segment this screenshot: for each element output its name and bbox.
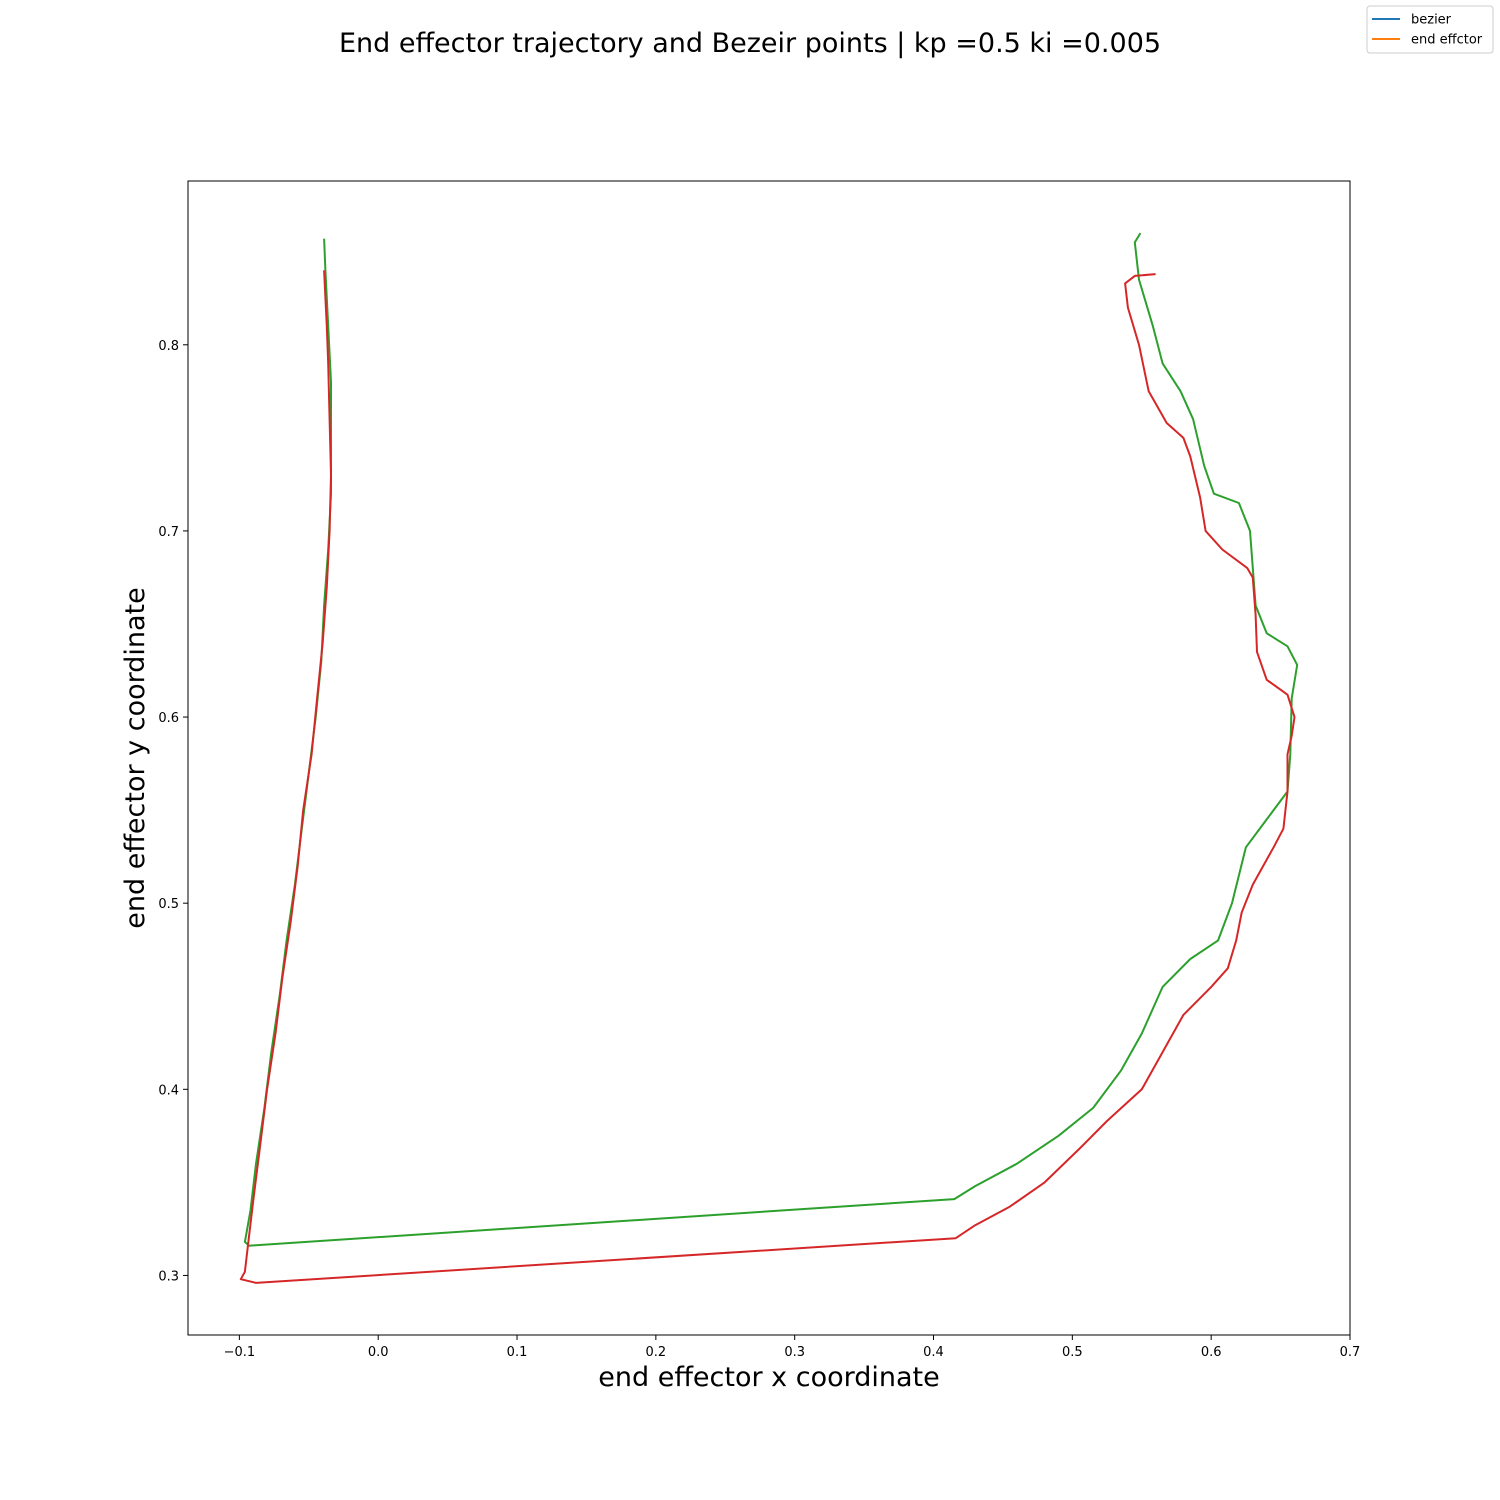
x-tick-label: 0.1 xyxy=(507,1345,528,1360)
plot-area: −0.1 0.0 0.1 0.2 0.3 0.4 0.5 0.6 0.7 0.30.40.50.… xyxy=(158,180,1361,1360)
x-tick-label: 0.6 xyxy=(1201,1345,1222,1360)
chart-title: End effector trajectory and Bezeir point… xyxy=(339,28,1161,59)
x-tick-label: −0.1 xyxy=(224,1345,256,1360)
axes-frame xyxy=(187,180,1351,1336)
x-tick-label: 0.7 xyxy=(1340,1345,1361,1360)
x-tick-label: 0.0 xyxy=(368,1345,389,1360)
y-tick-label: 0.3 xyxy=(158,1269,179,1284)
trajectory-line-1 xyxy=(239,270,1296,1284)
y-tick-label: 0.4 xyxy=(158,1083,179,1098)
x-tick-label: 0.5 xyxy=(1062,1345,1083,1360)
y-tick-label: 0.7 xyxy=(158,525,179,540)
x-tick-label: 0.2 xyxy=(646,1345,667,1360)
series-layer xyxy=(239,232,1299,1284)
y-tick-label: 0.8 xyxy=(158,339,179,354)
y-tick-label: 0.5 xyxy=(158,897,179,912)
legend-box xyxy=(1366,5,1494,54)
legend-label-end-effector: end effctor xyxy=(1411,33,1483,48)
x-tick-label: 0.3 xyxy=(784,1345,805,1360)
y-axis-label: end effector y coordinate xyxy=(120,587,151,928)
x-ticks: −0.1 0.0 0.1 0.2 0.3 0.4 0.5 0.6 0.7 xyxy=(224,1335,1361,1360)
x-tick-label: 0.4 xyxy=(923,1345,944,1360)
legend-label-bezier: bezier xyxy=(1411,13,1452,28)
y-tick-label: 0.6 xyxy=(158,711,179,726)
legend: bezier end effctor xyxy=(1366,5,1494,54)
y-ticks: 0.3 0.4 0.5 0.6 0.7 0.8 xyxy=(158,339,188,1284)
x-axis-label: end effector x coordinate xyxy=(598,1362,939,1393)
